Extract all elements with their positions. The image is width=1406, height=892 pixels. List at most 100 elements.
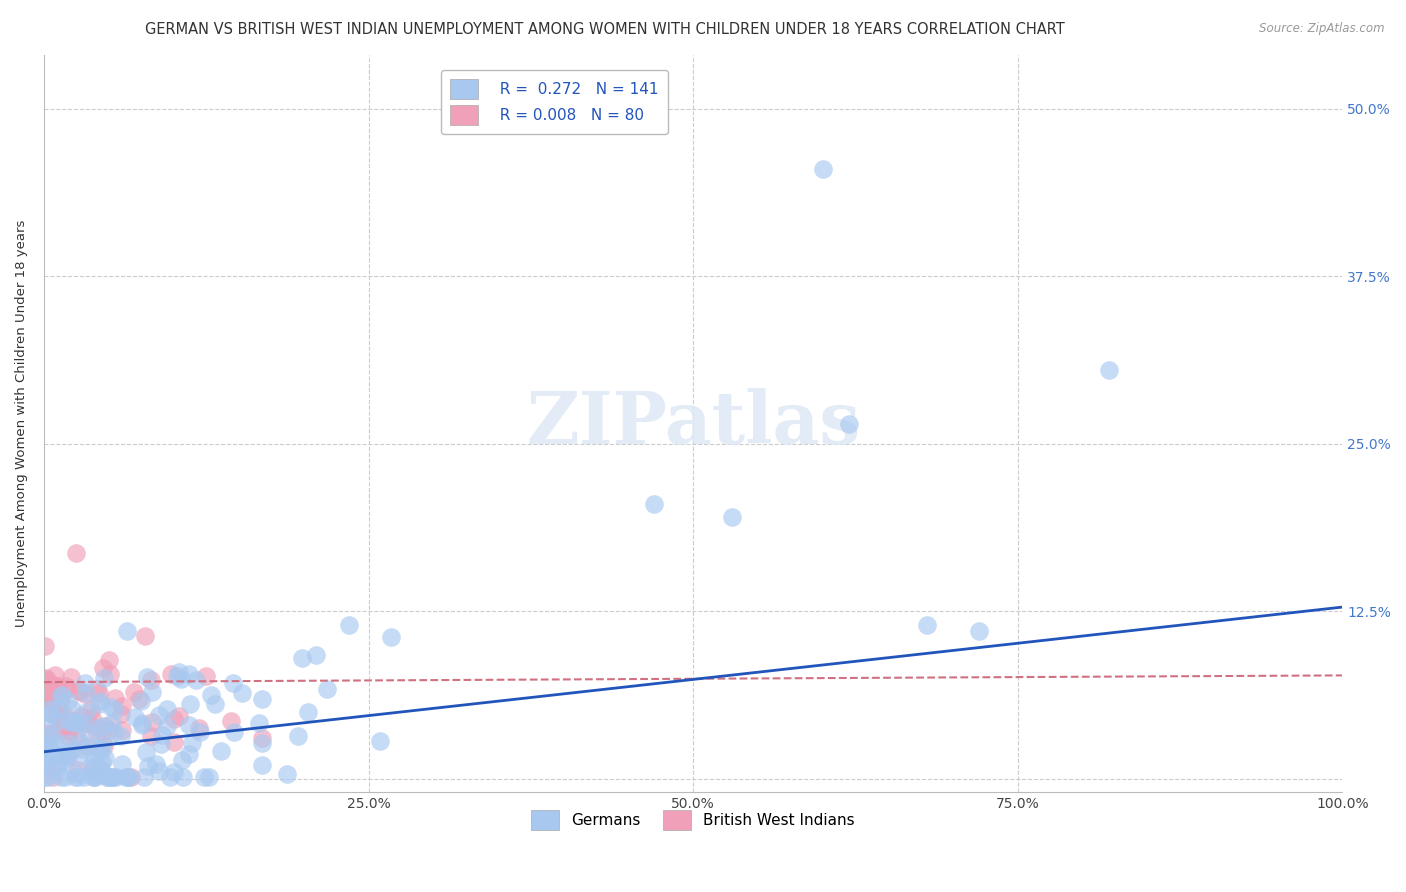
Point: [141, 673, 163, 687]
Point: [69, 684, 91, 698]
Point: [62, 715, 84, 730]
Point: [75, 675, 97, 690]
Point: [51, 710, 73, 724]
Point: [45, 714, 67, 728]
Point: [198, 770, 221, 784]
Point: [48, 681, 70, 695]
Point: [84, 723, 107, 738]
Point: [38, 696, 60, 710]
Point: [41, 770, 63, 784]
Point: [65, 714, 87, 728]
Point: [76, 739, 98, 753]
Point: [53, 770, 76, 784]
Point: [46, 758, 69, 772]
Point: [82, 711, 104, 725]
Point: [115, 770, 138, 784]
Point: [167, 708, 190, 723]
Point: [297, 706, 319, 720]
Point: [100, 699, 122, 714]
Point: [110, 723, 132, 737]
Point: [60, 702, 83, 716]
Point: [120, 770, 142, 784]
Point: [160, 667, 183, 681]
Point: [159, 770, 181, 784]
Point: [209, 744, 232, 758]
Point: [76, 725, 98, 739]
Point: [55, 747, 77, 762]
Point: [177, 718, 200, 732]
Point: [75, 687, 97, 701]
Point: [179, 698, 201, 712]
Point: [93, 739, 115, 754]
Point: [967, 624, 990, 639]
Point: [49, 690, 72, 704]
Point: [134, 629, 156, 643]
Point: [65, 728, 87, 742]
Point: [56, 736, 79, 750]
Point: [100, 716, 122, 731]
Point: [148, 707, 170, 722]
Point: [35, 716, 58, 731]
Point: [291, 650, 314, 665]
Point: [177, 667, 200, 681]
Point: [156, 702, 179, 716]
Point: [82, 739, 104, 754]
Point: [91, 719, 114, 733]
Point: [181, 736, 204, 750]
Point: [172, 770, 194, 784]
Point: [37, 738, 59, 752]
Point: [45, 748, 67, 763]
Point: [89, 739, 111, 754]
Point: [75, 705, 97, 719]
Point: [135, 745, 157, 759]
Point: [39, 750, 62, 764]
Point: [150, 728, 173, 742]
Point: [101, 770, 124, 784]
Point: [55, 680, 77, 694]
Point: [91, 723, 114, 738]
Point: [190, 725, 212, 739]
Point: [94, 719, 117, 733]
Legend: Germans, British West Indians: Germans, British West Indians: [526, 804, 860, 836]
Point: [56, 682, 79, 697]
Text: Source: ZipAtlas.com: Source: ZipAtlas.com: [1260, 22, 1385, 36]
Point: [110, 729, 132, 743]
Point: [70, 742, 93, 756]
Point: [111, 757, 134, 772]
Point: [63, 770, 86, 784]
Point: [82, 762, 104, 776]
Point: [204, 698, 226, 712]
Point: [915, 617, 938, 632]
Point: [34, 770, 56, 784]
Point: [231, 686, 253, 700]
Point: [73, 715, 96, 730]
Point: [86, 682, 108, 697]
Point: [250, 731, 273, 745]
Point: [49, 747, 72, 762]
Point: [52, 708, 75, 723]
Point: [34, 672, 56, 686]
Point: [91, 736, 114, 750]
Point: [48, 713, 70, 727]
Point: [89, 744, 111, 758]
Point: [141, 685, 163, 699]
Point: [166, 669, 188, 683]
Point: [65, 547, 87, 561]
Point: [83, 770, 105, 784]
Point: [305, 648, 328, 663]
Point: [124, 710, 146, 724]
Point: [91, 661, 114, 675]
Point: [53, 720, 76, 734]
Point: [838, 417, 860, 431]
Point: [252, 758, 274, 772]
Text: GERMAN VS BRITISH WEST INDIAN UNEMPLOYMENT AMONG WOMEN WITH CHILDREN UNDER 18 YE: GERMAN VS BRITISH WEST INDIAN UNEMPLOYME…: [145, 22, 1064, 37]
Point: [38, 742, 60, 756]
Point: [177, 747, 200, 761]
Point: [70, 709, 93, 723]
Point: [100, 666, 122, 681]
Point: [103, 725, 125, 739]
Point: [59, 670, 82, 684]
Point: [149, 737, 172, 751]
Point: [96, 770, 118, 784]
Point: [66, 770, 89, 784]
